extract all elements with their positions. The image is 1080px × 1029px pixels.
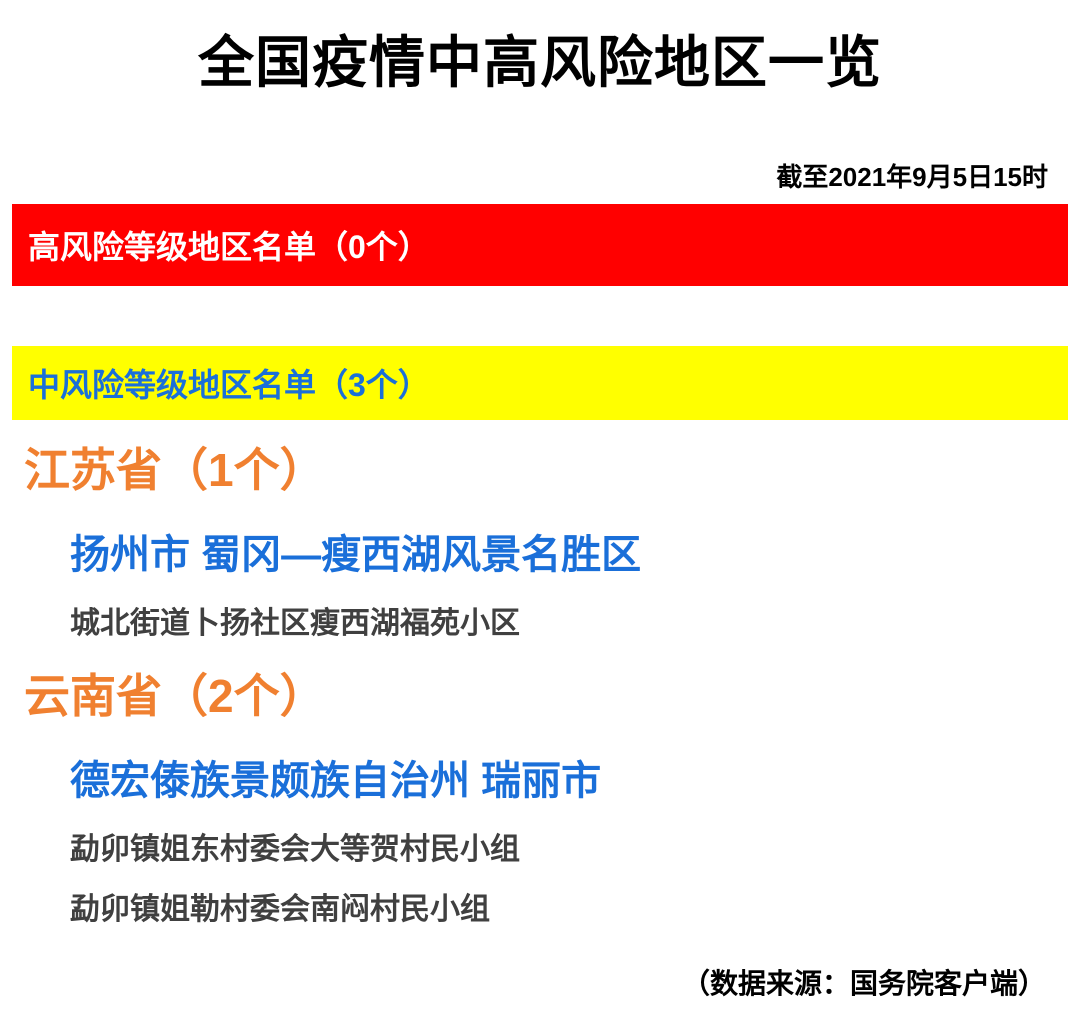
page-title: 全国疫情中高风险地区一览 [0,0,1080,107]
province-heading: 江苏省（1个） [0,420,1080,506]
medium-risk-header: 中风险等级地区名单（3个） [12,346,1068,420]
province-heading: 云南省（2个） [0,646,1080,732]
provinces-container: 江苏省（1个）扬州市 蜀冈—瘦西湖风景名胜区城北街道卜扬社区瘦西湖福苑小区云南省… [0,420,1080,932]
detail-item: 勐卯镇姐东村委会大等贺村民小组 [0,812,1080,872]
timestamp: 截至2021年9月5日15时 [0,107,1080,204]
detail-item: 勐卯镇姐勒村委会南闷村民小组 [0,872,1080,932]
detail-item: 城北街道卜扬社区瘦西湖福苑小区 [0,586,1080,646]
high-risk-header: 高风险等级地区名单（0个） [12,204,1068,286]
data-source: （数据来源：国务院客户端） [0,932,1080,1002]
city-heading: 德宏傣族景颇族自治州 瑞丽市 [0,732,1080,812]
city-heading: 扬州市 蜀冈—瘦西湖风景名胜区 [0,506,1080,586]
